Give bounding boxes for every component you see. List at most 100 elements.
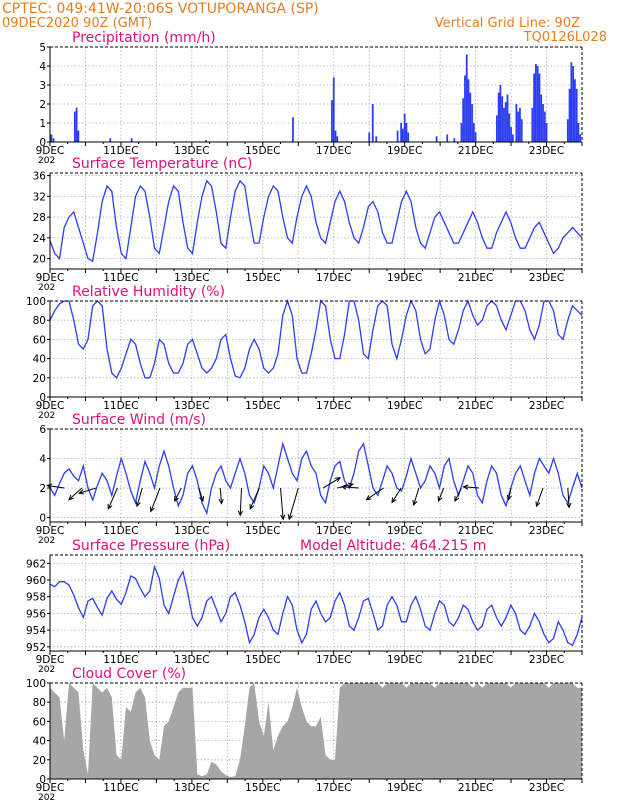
precip-bar xyxy=(50,134,53,142)
precip-bar xyxy=(77,130,80,142)
temp-xtick-label: 21DEC xyxy=(458,272,493,284)
rh-year-label: 202 xyxy=(38,411,55,421)
precip-bar xyxy=(401,128,404,142)
pressure-xtick-label: 23DEC xyxy=(529,654,564,666)
precip-bar xyxy=(435,136,438,142)
cloud-xtick-label: 23DEC xyxy=(529,782,564,794)
wind-vector xyxy=(79,487,97,494)
wind-xtick-label: 21DEC xyxy=(458,525,493,537)
precip-xtick-label: 15DEC xyxy=(245,145,280,157)
cloud-xtick-label: 17DEC xyxy=(316,782,351,794)
precip-bar xyxy=(536,66,539,142)
temp-year-label: 202 xyxy=(38,283,55,293)
wind-vector xyxy=(288,487,299,520)
wind-vector xyxy=(249,487,260,510)
wind-arrowhead xyxy=(412,499,418,506)
temp-xtick-label: 19DEC xyxy=(387,272,422,284)
precip-bar xyxy=(471,104,473,142)
wind-vector xyxy=(413,487,420,506)
run-date: 09DEC2020 90Z (GMT) xyxy=(2,16,152,31)
wind-xtick-label: 11DEC xyxy=(103,525,138,537)
precip-bar xyxy=(574,79,576,142)
wind-panel: 0 2 4 6 9DEC 11DEC 13DEC 15DEC 17DEC 19DEC 21DEC 23… xyxy=(36,424,583,546)
pressure-ytick-label: 952 xyxy=(26,642,46,654)
precip-bar xyxy=(575,88,578,142)
pressure-xtick-label: 9DEC xyxy=(36,654,65,666)
model-code: TQ0126L028 xyxy=(523,30,607,45)
precip-bar xyxy=(506,94,509,142)
temp-ytick-label: 20 xyxy=(33,254,46,266)
precip-bar xyxy=(577,123,580,142)
temp-line xyxy=(49,179,583,263)
precip-bar xyxy=(472,123,475,142)
wind-vector xyxy=(136,487,143,507)
wind-arrowhead xyxy=(150,506,155,513)
temp-ytick-label: 28 xyxy=(33,212,46,224)
wind-arrowhead xyxy=(68,494,74,501)
temp-ytick-label: 24 xyxy=(33,233,47,245)
precip-bar xyxy=(205,140,207,142)
precip-bar xyxy=(570,62,573,143)
wind-ytick-label: 6 xyxy=(39,424,46,436)
precip-bar xyxy=(336,136,339,142)
precip-bar xyxy=(510,126,512,142)
precip-bar xyxy=(533,73,536,142)
precip-xtick-label: 23DEC xyxy=(529,145,564,157)
pressure-xtick-label: 21DEC xyxy=(458,654,493,666)
precip-bar xyxy=(460,123,463,142)
rh-xtick-label: 19DEC xyxy=(387,400,422,412)
precip-ytick-label: 1 xyxy=(39,118,46,130)
wind-arrowhead xyxy=(462,484,469,490)
wind-arrowhead xyxy=(566,502,572,509)
precip-bar xyxy=(534,64,537,142)
precip-xtick-label: 19DEC xyxy=(387,145,422,157)
precip-bar xyxy=(503,107,505,142)
rh-ytick-label: 40 xyxy=(33,354,46,366)
wind-ytick-label: 0 xyxy=(39,513,46,525)
wind-arrowhead xyxy=(199,496,205,503)
precip-bar xyxy=(407,132,410,142)
precip-bar xyxy=(334,130,337,142)
precip-bar xyxy=(400,123,403,142)
temp-panel: 20 24 28 32 36 9DEC 11DEC 13DEC 15DEC 17DEC 19DEC 2… xyxy=(33,171,583,293)
precip-bar xyxy=(519,107,521,142)
precip-bar xyxy=(403,113,406,142)
precip-xtick-label: 17DEC xyxy=(316,145,351,157)
wind-xtick-label: 9DEC xyxy=(36,525,65,537)
precip-xtick-label: 9DEC xyxy=(36,145,65,157)
wind-vector xyxy=(536,487,544,507)
rh-line xyxy=(49,298,583,379)
wind-vector xyxy=(567,488,570,508)
precip-bar xyxy=(73,111,76,142)
precip-bar xyxy=(499,85,502,142)
temp-xtick-label: 23DEC xyxy=(529,272,564,284)
wind-arrowhead xyxy=(334,476,341,483)
temp-ytick-label: 36 xyxy=(33,171,47,183)
wind-vector xyxy=(454,487,462,502)
wind-vector xyxy=(280,488,284,520)
pressure-xtick-label: 17DEC xyxy=(316,654,351,666)
cloud-xtick-label: 19DEC xyxy=(387,782,422,794)
precip-bar xyxy=(368,132,371,142)
wind-xtick-label: 13DEC xyxy=(174,525,209,537)
station-header: CPTEC: 049:41W-20:06S VOTUPORANGA (SP) xyxy=(2,1,319,17)
precip-bar xyxy=(511,134,514,142)
wind-xtick-label: 23DEC xyxy=(529,525,564,537)
temp-ytick-label: 32 xyxy=(33,191,46,203)
precip-bar xyxy=(543,111,546,142)
wind-xtick-label: 17DEC xyxy=(316,525,351,537)
wind-vector xyxy=(107,487,118,510)
pressure-xtick-label: 19DEC xyxy=(387,654,422,666)
cloud-xtick-label: 9DEC xyxy=(36,782,65,794)
precip-bar xyxy=(331,100,333,142)
precip-bar xyxy=(375,136,378,142)
wind-arrowhead xyxy=(237,510,244,517)
precip-bar xyxy=(464,75,466,142)
rh-xtick-label: 9DEC xyxy=(36,400,65,412)
cloud-panel: 0 20 40 60 80 100 9DEC 11DEC 13DEC 15DEC 17DEC 19DE… xyxy=(26,678,583,800)
wind-vector xyxy=(68,487,83,501)
cloud-area xyxy=(50,683,582,779)
wind-ytick-label: 2 xyxy=(39,483,46,495)
wind-vector xyxy=(239,488,243,516)
